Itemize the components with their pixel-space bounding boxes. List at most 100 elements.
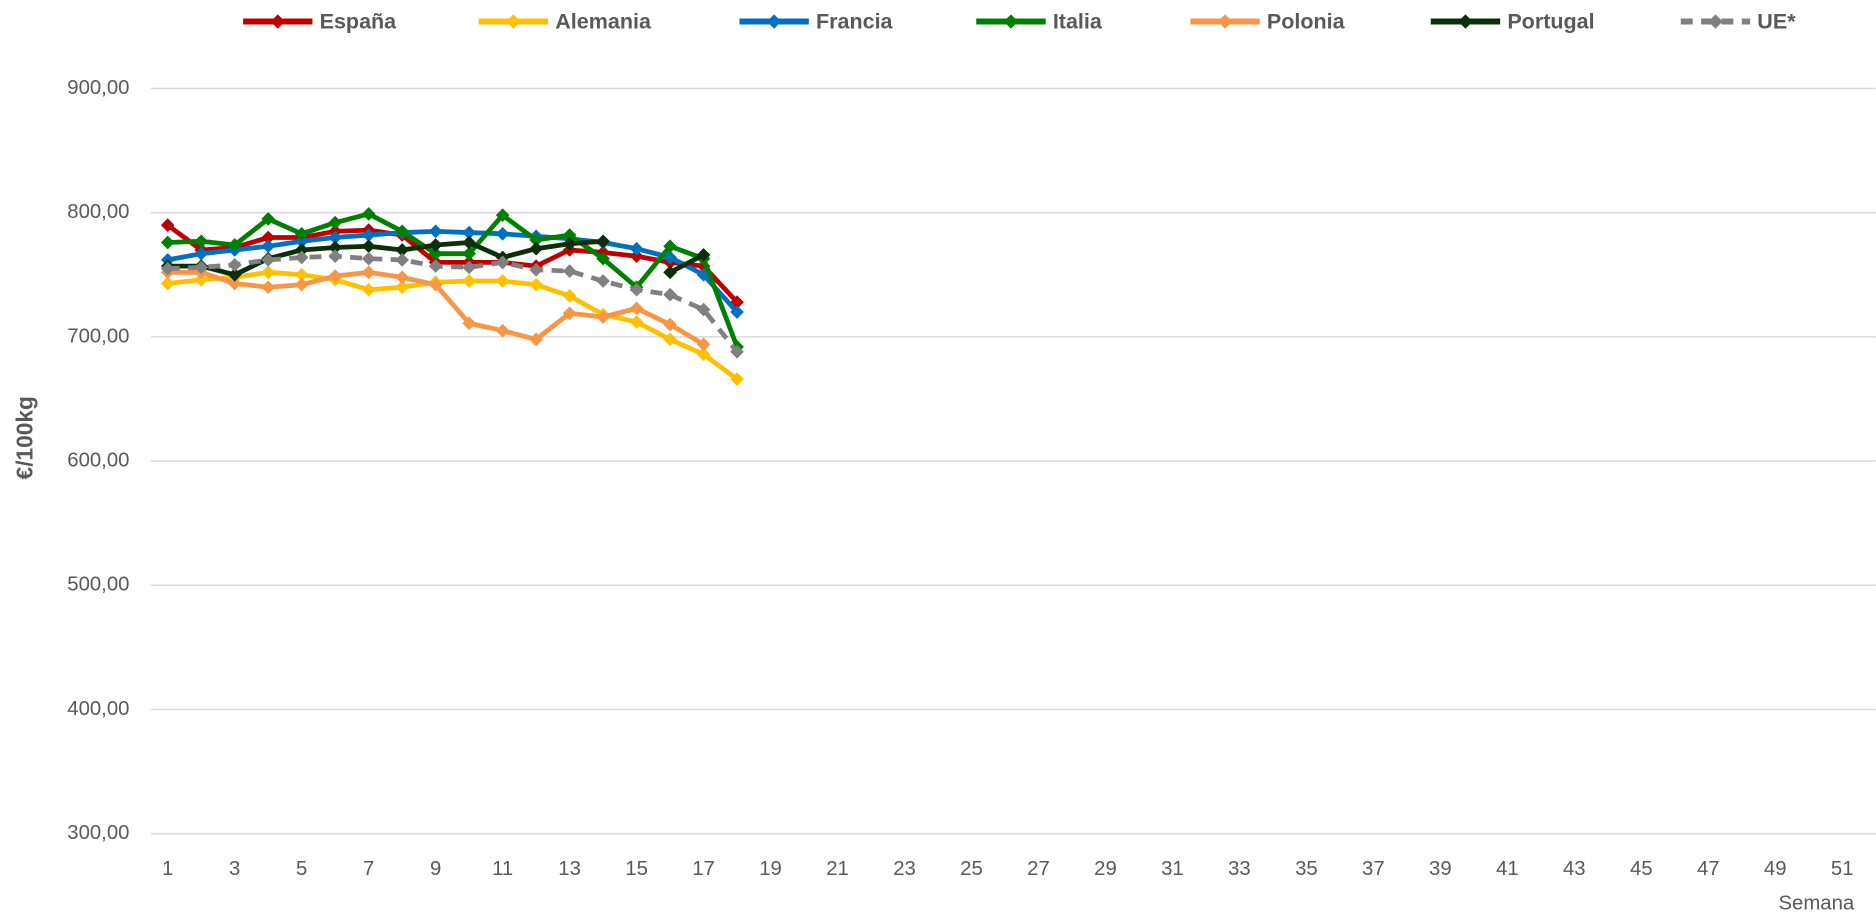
x-tick-label: 31: [1161, 858, 1184, 880]
y-tick-label: 800,00: [67, 201, 129, 223]
point-marker: [261, 280, 276, 295]
point-marker: [160, 235, 175, 250]
x-tick-label: 47: [1697, 858, 1720, 880]
point-marker: [261, 265, 276, 280]
point-marker: [596, 251, 610, 266]
point-marker: [428, 238, 443, 252]
point-marker: [361, 251, 376, 266]
point-marker: [663, 332, 677, 347]
x-tick-label: 29: [1094, 858, 1117, 880]
point-marker: [730, 305, 744, 319]
point-marker: [361, 207, 376, 221]
x-tick-label: 17: [692, 858, 715, 880]
point-marker: [596, 274, 610, 288]
point-marker: [328, 269, 343, 283]
point-marker: [261, 253, 276, 267]
y-tick-label: 900,00: [67, 77, 129, 99]
point-marker: [428, 277, 443, 292]
x-tick-label: 11: [492, 858, 513, 880]
x-tick-label: 13: [558, 858, 581, 880]
point-marker: [227, 276, 242, 291]
series-line: [167, 211, 740, 348]
point-marker: [562, 264, 577, 278]
x-tick-label: 19: [759, 858, 782, 880]
legend-label: Portugal: [1507, 9, 1594, 33]
x-tick-label: 3: [229, 858, 240, 880]
y-tick-label: 600,00: [67, 449, 129, 471]
point-marker: [160, 276, 175, 291]
legend-label: Alemania: [555, 9, 652, 33]
point-marker: [562, 236, 577, 251]
point-marker: [227, 238, 242, 252]
point-marker: [428, 259, 443, 273]
point-marker: [529, 332, 543, 347]
legend-marker: [1217, 14, 1233, 29]
legend-label: Italia: [1053, 9, 1103, 33]
legend-marker: [1708, 14, 1723, 29]
point-marker: [361, 265, 376, 280]
point-marker: [529, 241, 543, 256]
x-tick-label: 43: [1563, 858, 1586, 880]
x-tick-label: 33: [1228, 858, 1251, 880]
point-marker: [227, 267, 242, 282]
point-marker: [395, 280, 409, 295]
point-marker: [294, 277, 309, 292]
x-tick-label: 21: [826, 858, 849, 880]
point-marker: [629, 249, 644, 263]
point-marker: [629, 315, 644, 329]
point-marker: [596, 310, 610, 324]
point-marker: [261, 212, 276, 226]
point-marker: [361, 282, 376, 297]
point-marker: [395, 270, 409, 285]
point-marker: [462, 316, 476, 331]
x-tick-label: 51: [1831, 858, 1854, 880]
legend-marker: [270, 14, 285, 29]
point-marker: [428, 224, 443, 239]
legend-marker: [506, 14, 521, 29]
point-marker: [395, 253, 409, 267]
x-tick-label: 39: [1429, 858, 1452, 880]
point-marker: [294, 226, 309, 241]
x-tick-label: 35: [1295, 858, 1318, 880]
legend-label: España: [320, 9, 398, 33]
x-tick-label: 7: [363, 858, 374, 880]
point-marker: [361, 239, 376, 254]
point-marker: [562, 306, 577, 321]
point-marker: [462, 246, 476, 261]
point-marker: [462, 260, 476, 275]
point-marker: [663, 265, 677, 280]
point-marker: [730, 372, 744, 386]
point-marker: [194, 260, 209, 275]
y-tick-label: 700,00: [67, 325, 129, 347]
point-marker: [730, 344, 744, 359]
legend-marker: [766, 14, 782, 29]
point-marker: [663, 250, 677, 265]
point-marker: [462, 274, 476, 288]
legend-marker: [1003, 14, 1019, 29]
series-line: [167, 238, 705, 278]
x-axis-label: Semana: [1778, 893, 1854, 915]
point-marker: [663, 287, 677, 302]
x-tick-label: 41: [1496, 858, 1519, 880]
point-marker: [696, 347, 711, 362]
point-marker: [696, 302, 711, 317]
legend-label: UE*: [1757, 9, 1796, 33]
point-marker: [629, 241, 644, 256]
legend-marker: [1458, 14, 1473, 29]
point-marker: [562, 289, 577, 303]
point-marker: [696, 337, 711, 352]
point-marker: [395, 224, 409, 239]
point-marker: [495, 255, 510, 270]
point-marker: [596, 234, 610, 249]
point-marker: [696, 248, 711, 262]
point-marker: [495, 274, 510, 288]
y-tick-label: 400,00: [67, 698, 129, 720]
x-tick-label: 1: [162, 858, 173, 880]
point-marker: [495, 208, 510, 223]
point-marker: [495, 323, 510, 338]
x-tick-label: 15: [625, 858, 648, 880]
series-line: [167, 269, 739, 382]
x-tick-label: 5: [296, 858, 307, 880]
